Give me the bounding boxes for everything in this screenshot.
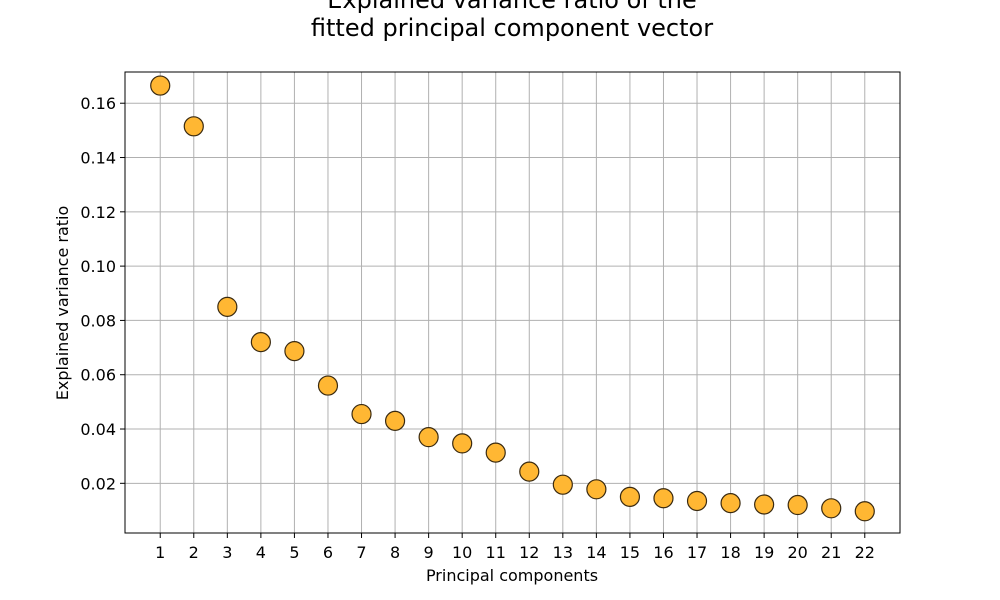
data-point bbox=[150, 75, 171, 96]
chart-title-line-2: fitted principal component vector bbox=[311, 14, 713, 42]
data-point bbox=[586, 479, 607, 500]
grid bbox=[125, 72, 900, 533]
data-point bbox=[183, 116, 204, 137]
y-tick-label: 0.08 bbox=[80, 311, 116, 330]
data-point bbox=[217, 296, 238, 317]
data-points bbox=[150, 75, 875, 522]
x-tick-label: 9 bbox=[424, 543, 434, 562]
y-tick-label: 0.04 bbox=[80, 420, 116, 439]
data-point bbox=[619, 486, 641, 507]
y-tick-label: 0.16 bbox=[80, 94, 116, 113]
data-point bbox=[821, 498, 842, 519]
x-tick-label: 12 bbox=[519, 543, 539, 562]
x-tick-label: 21 bbox=[821, 543, 841, 562]
chart-title-line-1: Explained variance ratio of the bbox=[327, 0, 697, 14]
x-tick-label: 18 bbox=[720, 543, 740, 562]
x-tick-label: 7 bbox=[356, 543, 366, 562]
x-tick-label: 14 bbox=[586, 543, 606, 562]
x-tick-label: 4 bbox=[256, 543, 266, 562]
y-tick-label: 0.10 bbox=[80, 257, 116, 276]
x-tick-label: 13 bbox=[553, 543, 573, 562]
x-tick-label: 6 bbox=[323, 543, 333, 562]
y-tick-label: 0.06 bbox=[80, 366, 116, 385]
data-point bbox=[519, 461, 540, 482]
data-point bbox=[686, 490, 708, 512]
data-point bbox=[854, 501, 875, 522]
x-tick-label: 10 bbox=[452, 543, 472, 562]
x-tick-label: 16 bbox=[653, 543, 673, 562]
plot-area bbox=[124, 71, 901, 534]
x-tick-label: 22 bbox=[855, 543, 875, 562]
data-point bbox=[351, 403, 372, 425]
data-point bbox=[317, 375, 339, 396]
data-point bbox=[552, 474, 573, 495]
x-tick-label: 8 bbox=[390, 543, 400, 562]
data-point bbox=[653, 488, 674, 509]
y-tick-label: 0.12 bbox=[80, 203, 116, 222]
x-tick-label: 2 bbox=[189, 543, 199, 562]
x-axis-label: Principal components bbox=[426, 566, 598, 585]
x-tick-label: 17 bbox=[687, 543, 707, 562]
data-point bbox=[720, 493, 741, 514]
x-tick-label: 15 bbox=[620, 543, 640, 562]
x-tick-label: 19 bbox=[754, 543, 774, 562]
y-axis-label: Explained variance ratio bbox=[53, 206, 72, 401]
data-point bbox=[754, 494, 775, 515]
x-tick-label: 1 bbox=[155, 543, 165, 562]
x-tick-label: 5 bbox=[289, 543, 299, 562]
data-point bbox=[418, 427, 439, 448]
data-point bbox=[284, 340, 305, 362]
x-tick-label: 11 bbox=[486, 543, 506, 562]
data-point bbox=[787, 494, 808, 516]
y-tick-label: 0.14 bbox=[80, 149, 116, 168]
data-point bbox=[485, 442, 506, 463]
y-tick-label: 0.02 bbox=[80, 474, 116, 493]
x-tick-label: 3 bbox=[222, 543, 232, 562]
data-point bbox=[250, 332, 271, 353]
axis-ticks: 1 2 3 4 5 6 7 8 9 10 11 12 13 14 15 16 17 18 19 20 21 220.020… bbox=[80, 94, 875, 562]
data-point bbox=[384, 410, 406, 431]
data-point bbox=[452, 433, 473, 454]
x-tick-label: 20 bbox=[787, 543, 807, 562]
